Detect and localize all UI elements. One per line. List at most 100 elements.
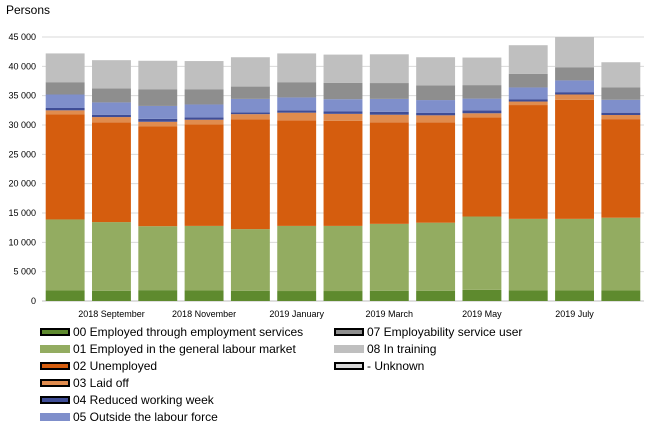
bar-segment — [555, 92, 594, 95]
bar-segment — [184, 225, 224, 291]
bar-segment — [230, 114, 270, 120]
bar-segment — [138, 126, 178, 227]
bar-segment — [138, 89, 178, 106]
bar-segment — [416, 222, 456, 291]
bar-segment — [45, 219, 85, 291]
bar-segment — [462, 117, 502, 217]
bar-segment — [369, 83, 409, 99]
bar-segment — [323, 99, 363, 112]
bar-segment — [555, 80, 594, 93]
bar-stack — [230, 57, 270, 301]
bar-segment — [416, 115, 456, 123]
bar-segment — [184, 61, 224, 90]
bar-segment — [462, 57, 502, 86]
bar-segment — [369, 122, 409, 224]
bar-segment — [92, 222, 131, 291]
bar-segment — [45, 290, 85, 301]
bar-segment — [230, 98, 270, 113]
bar-segment — [277, 97, 317, 111]
bar-segment — [369, 98, 409, 112]
bar-segment — [601, 99, 641, 113]
bar-segment — [138, 121, 178, 127]
x-tick-label: 2019 July — [555, 309, 594, 319]
bar-segment — [601, 115, 641, 120]
bar-segment — [138, 226, 178, 291]
bar-segment — [369, 290, 409, 301]
y-tick-label: 30 000 — [8, 120, 36, 130]
x-tick-label: 2019 May — [462, 309, 502, 319]
bar-segment — [230, 112, 270, 115]
bars — [45, 37, 641, 301]
bar-stack — [601, 62, 641, 301]
bar-segment — [462, 98, 502, 111]
bar-segment — [45, 114, 85, 220]
bar-stack — [508, 45, 548, 301]
bar-segment — [555, 67, 594, 81]
bar-segment — [92, 117, 131, 123]
bar-segment — [230, 86, 270, 99]
y-tick-label: 35 000 — [8, 91, 36, 101]
x-tick-label: 2018 November — [172, 309, 236, 319]
bar-segment — [508, 105, 548, 219]
bar-segment — [555, 290, 594, 301]
bar-segment — [92, 102, 131, 115]
bar-segment — [277, 110, 317, 113]
bar-segment — [277, 225, 317, 292]
bar-segment — [323, 111, 363, 114]
y-tick-label: 25 000 — [8, 149, 36, 159]
bar-segment — [369, 111, 409, 115]
bar-segment — [323, 113, 363, 121]
bar-segment — [184, 124, 224, 226]
bar-segment — [138, 290, 178, 301]
bar-stack — [184, 61, 224, 301]
x-tick-label: 2018 September — [78, 309, 145, 319]
bar-segment — [230, 229, 270, 291]
bar-segment — [369, 54, 409, 84]
bar-segment — [416, 85, 456, 101]
bar-segment — [92, 290, 131, 301]
y-tick-label: 15 000 — [8, 208, 36, 218]
bar-segment — [601, 112, 641, 116]
bar-stack — [369, 54, 409, 301]
y-axis-label: Persons — [6, 3, 50, 17]
bar-segment — [601, 290, 641, 301]
bar-segment — [462, 289, 502, 301]
bar-segment — [369, 223, 409, 291]
bar-segment — [45, 107, 85, 111]
bar-stack — [277, 53, 317, 301]
bar-segment — [92, 88, 131, 103]
bar-segment — [138, 105, 178, 119]
bar-segment — [555, 99, 594, 219]
bar-segment — [138, 118, 178, 122]
y-tick-label: 45 000 — [8, 32, 36, 42]
bar-segment — [555, 218, 594, 291]
bar-segment — [277, 53, 317, 83]
bar-segment — [462, 216, 502, 290]
bar-segment — [184, 117, 224, 120]
bar-segment — [184, 104, 224, 118]
bar-segment — [508, 99, 548, 102]
bar-segment — [277, 120, 317, 226]
bar-segment — [416, 100, 456, 113]
bar-segment — [508, 87, 548, 100]
bar-segment — [508, 73, 548, 88]
bar-segment — [277, 82, 317, 98]
bar-segment — [462, 110, 502, 114]
bar-segment — [555, 94, 594, 100]
y-axis-ticks: 0 5 000 10 000 15 000 20 000 25 000 30 000 35 0… — [8, 32, 36, 306]
bar-segment — [45, 82, 85, 95]
bar-segment — [184, 290, 224, 301]
bar-segment — [92, 122, 131, 223]
bar-segment — [92, 60, 131, 89]
bar-segment — [138, 60, 178, 90]
bar-segment — [601, 217, 641, 291]
bar-segment — [601, 62, 641, 88]
bar-segment — [601, 87, 641, 100]
bar-segment — [462, 85, 502, 99]
bar-stack — [416, 57, 456, 301]
bar-segment — [323, 291, 363, 301]
bar-segment — [508, 218, 548, 291]
bar-segment — [416, 122, 456, 223]
y-tick-label: 0 — [31, 296, 36, 306]
